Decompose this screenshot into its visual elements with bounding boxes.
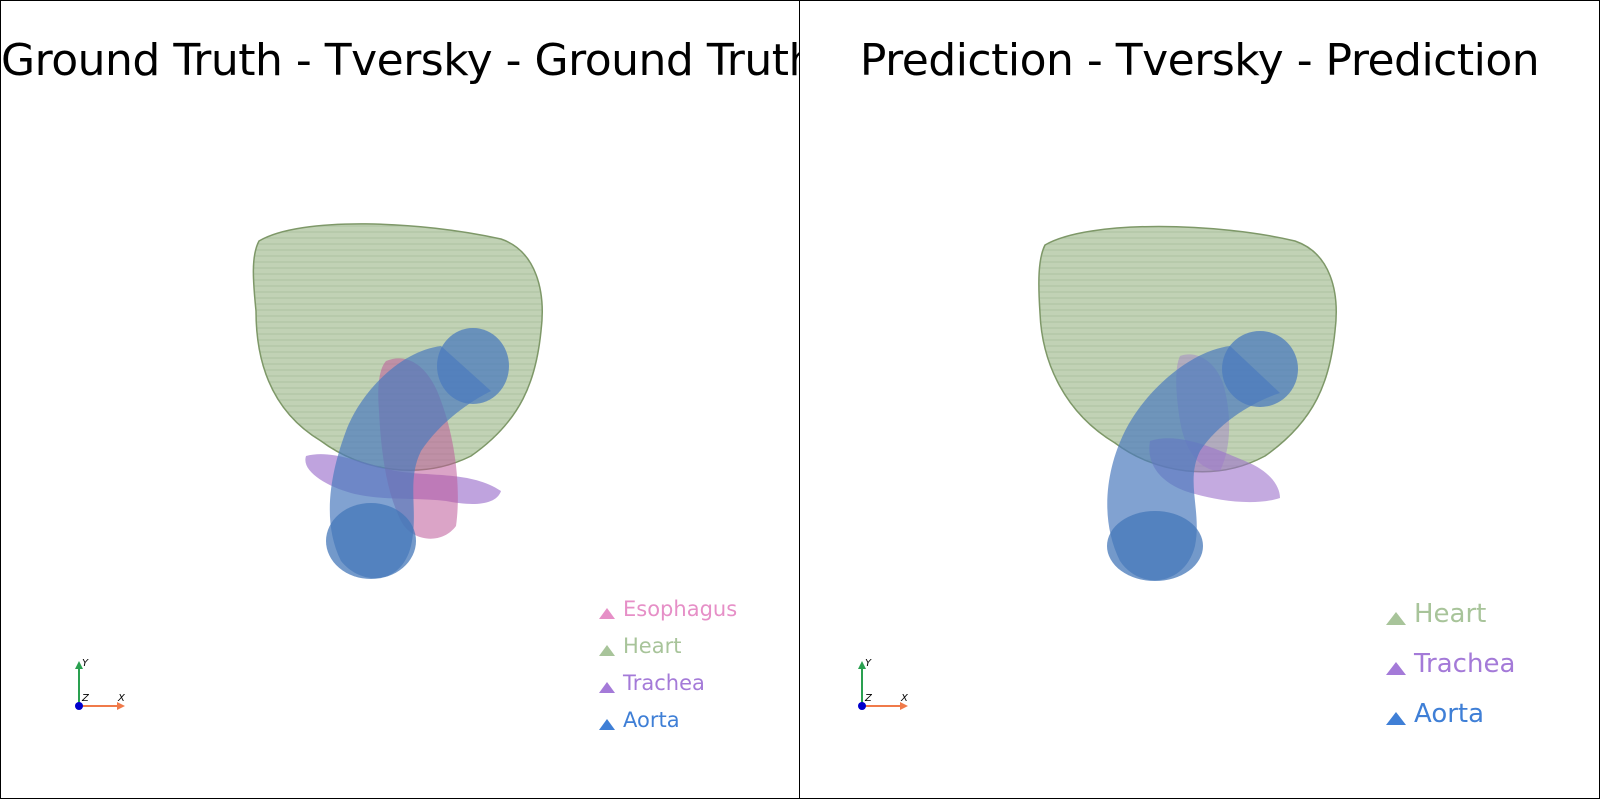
legend-item-trachea: Trachea [599, 671, 705, 695]
triangle-icon [1386, 662, 1406, 675]
ground-truth-title: Ground Truth - Tversky - Ground Truth [1, 35, 800, 86]
ground-truth-viewport[interactable]: Ground Truth - Tversky - Ground Truth [0, 0, 800, 799]
orientation-axes-widget: X Y Z [858, 658, 909, 710]
legend-item-aorta: Aorta [599, 708, 680, 732]
legend-label: Trachea [623, 671, 705, 695]
legend-item-trachea: Trachea [1386, 649, 1515, 679]
legend-item-heart: Heart [599, 634, 681, 658]
triangle-icon [599, 682, 615, 693]
legend-label: Heart [623, 634, 682, 658]
y-axis-label: Y [865, 658, 872, 669]
legend-label: Esophagus [623, 597, 738, 621]
ground-truth-3d-scene[interactable]: X Y Z [1, 1, 800, 799]
legend-item-heart: Heart [1386, 599, 1486, 629]
x-axis-label: X [117, 693, 126, 704]
legend-label: Trachea [1414, 649, 1516, 679]
z-axis-label: Z [864, 693, 873, 704]
legend-item-aorta: Aorta [1386, 699, 1484, 729]
legend-label: Heart [1414, 599, 1487, 629]
heart-mesh [1038, 225, 1337, 473]
legend-label: Aorta [623, 708, 680, 732]
z-axis-label: Z [81, 693, 90, 704]
legend-item-esophagus: Esophagus [599, 597, 737, 621]
heart-mesh [252, 223, 543, 471]
orientation-axes-widget: X Y Z [75, 658, 126, 710]
prediction-3d-scene[interactable]: X Y Z [800, 1, 1600, 799]
legend-label: Aorta [1414, 699, 1485, 729]
triangle-icon [599, 719, 615, 730]
aorta-mesh [326, 328, 509, 579]
triangle-icon [599, 645, 615, 656]
triangle-icon [599, 608, 615, 619]
prediction-title: Prediction - Tversky - Prediction [859, 35, 1540, 86]
triangle-icon [1386, 712, 1406, 725]
y-axis-label: Y [82, 658, 89, 669]
prediction-viewport[interactable]: Prediction - Tversky - Prediction X [799, 0, 1600, 799]
triangle-icon [1386, 612, 1406, 625]
aorta-mesh [1107, 331, 1298, 581]
x-axis-label: X [900, 693, 909, 704]
